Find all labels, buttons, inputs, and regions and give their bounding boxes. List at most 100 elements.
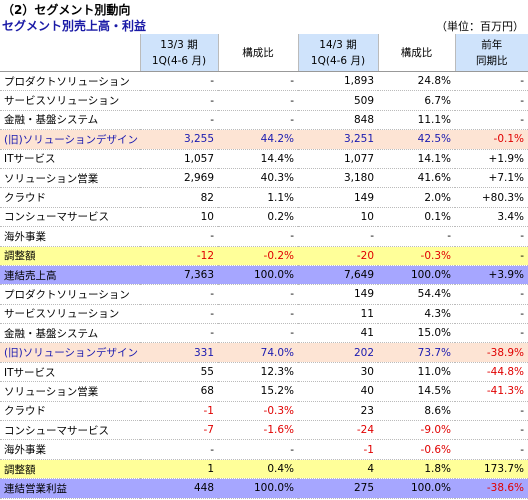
table-body: プロダクトソリューション - -1,893 24.8% - サービスソリューション - -50… [0, 71, 528, 499]
table-row: 金融・基盤システム - -848 11.1% - [0, 110, 528, 131]
value-cell: - [218, 323, 298, 344]
value-cell: - [455, 284, 528, 305]
unit: （単位：百万円） [436, 20, 524, 33]
row-label: 金融・基盤システム [0, 323, 140, 344]
value-cell: - [455, 246, 528, 266]
value-cell: 24.8% [378, 71, 455, 92]
value-cell: - [455, 90, 528, 111]
value-cell: - [218, 284, 298, 305]
table-row: (旧)ソリューションデザイン 3,255 44.2% 3,251 42.5% -0.1% [0, 129, 528, 150]
value-cell: 0.1% [378, 207, 455, 228]
value-cell: 7,649 [298, 265, 378, 286]
value-cell: +80.3% [455, 187, 528, 208]
value-cell: - [218, 226, 298, 247]
table-row: 連結売上高 7,363 100.0% 7,649 100.0% +3.9% [0, 265, 528, 286]
value-cell: 42.5% [378, 129, 455, 150]
value-cell: -0.6% [378, 439, 455, 460]
value-cell: 331 [140, 342, 218, 363]
header-corner [0, 34, 140, 72]
row-label: ITサービス [0, 149, 140, 169]
row-label: (旧)ソリューションデザイン [0, 342, 140, 363]
value-cell: 100.0% [218, 265, 298, 286]
value-cell: 0.2% [218, 207, 298, 228]
value-cell: - [455, 226, 528, 247]
value-cell: 74.0% [218, 342, 298, 363]
row-label: ソリューション営業 [0, 381, 140, 402]
value-cell: 448 [140, 478, 218, 499]
value-cell: 30 [298, 362, 378, 383]
header-line: 構成比 [242, 46, 274, 59]
value-cell: 173.7% [455, 459, 528, 480]
row-label: サービスソリューション [0, 90, 140, 111]
row-label: ITサービス [0, 362, 140, 383]
value-cell: 11.1% [378, 110, 455, 131]
value-cell: 23 [298, 401, 378, 422]
value-cell: - [140, 71, 218, 92]
row-label: サービスソリューション [0, 304, 140, 325]
row-label: 調整額 [0, 246, 140, 266]
table-row: コンシューマサービス -7 -1.6% -24 -9.0% - [0, 420, 528, 441]
row-label: 連結営業利益 [0, 478, 140, 499]
header-line: 13/3 期 [160, 38, 198, 51]
value-cell: -0.2% [218, 246, 298, 266]
value-cell: 3.4% [455, 207, 528, 228]
value-cell: - [140, 284, 218, 305]
value-cell: 1,077 [298, 149, 378, 169]
value-cell: 1,057 [140, 149, 218, 169]
value-cell: - [378, 226, 455, 247]
value-cell: -9.0% [378, 420, 455, 441]
value-cell: - [218, 90, 298, 111]
value-cell: 82 [140, 187, 218, 208]
row-label: 金融・基盤システム [0, 110, 140, 131]
value-cell: 11.0% [378, 362, 455, 383]
value-cell: 3,251 [298, 129, 378, 150]
table-row: 海外事業 - - -1 -0.6% - [0, 439, 528, 460]
value-cell: 15.2% [218, 381, 298, 402]
table-row: コンシューマサービス 10 0.2% 10 0.1% 3.4% [0, 207, 528, 228]
value-cell: 8.6% [378, 401, 455, 422]
value-cell: 11 [298, 304, 378, 325]
value-cell: 10 [298, 207, 378, 228]
value-cell: 14.1% [378, 149, 455, 169]
value-cell: 848 [298, 110, 378, 131]
value-cell: - [140, 304, 218, 325]
value-cell: - [455, 401, 528, 422]
value-cell: 73.7% [378, 342, 455, 363]
value-cell: 1.8% [378, 459, 455, 480]
value-cell: 275 [298, 478, 378, 499]
segment-table: 13/3 期 1Q(4-6 月) 構成比 14/3 期 1Q(4-6 月) 構成比 前年 同期… [0, 34, 528, 499]
header-line: 1Q(4-6 月) [310, 54, 366, 67]
value-cell: - [218, 439, 298, 460]
value-cell: 55 [140, 362, 218, 383]
value-cell: 149 [298, 284, 378, 305]
row-label: ソリューション営業 [0, 168, 140, 189]
table-row: プロダクトソリューション - -149 54.4% - [0, 284, 528, 305]
table-row: ITサービス 1,057 14.4% 1,077 14.1% +1.9% [0, 149, 528, 169]
value-cell: -0.1% [455, 129, 528, 150]
value-cell: 2,969 [140, 168, 218, 189]
value-cell: 1,893 [298, 71, 378, 92]
value-cell: 2.0% [378, 187, 455, 208]
value-cell: 41.6% [378, 168, 455, 189]
value-cell: 12.3% [218, 362, 298, 383]
table-row: プロダクトソリューション - -1,893 24.8% - [0, 71, 528, 92]
value-cell: 40.3% [218, 168, 298, 189]
value-cell: -44.8% [455, 362, 528, 383]
column-header: 13/3 期 1Q(4-6 月) [139, 34, 218, 72]
value-cell: - [455, 71, 528, 92]
table-row: 連結営業利益 448 100.0% 275 100.0% -38.6% [0, 478, 528, 499]
value-cell: - [218, 304, 298, 325]
table-row: サービスソリューション - -11 4.3% - [0, 304, 528, 325]
value-cell: -20 [298, 246, 378, 266]
value-cell: 3,180 [298, 168, 378, 189]
value-cell: -0.3% [218, 401, 298, 422]
row-label: プロダクトソリューション [0, 71, 140, 92]
title: （2）セグメント別動向 [2, 3, 131, 17]
value-cell: - [455, 110, 528, 131]
value-cell: 41 [298, 323, 378, 344]
table-row: 調整額 -12 -0.2% -20 -0.3% - [0, 246, 528, 266]
value-cell: 15.0% [378, 323, 455, 344]
value-cell: -1.6% [218, 420, 298, 441]
value-cell: 68 [140, 381, 218, 402]
